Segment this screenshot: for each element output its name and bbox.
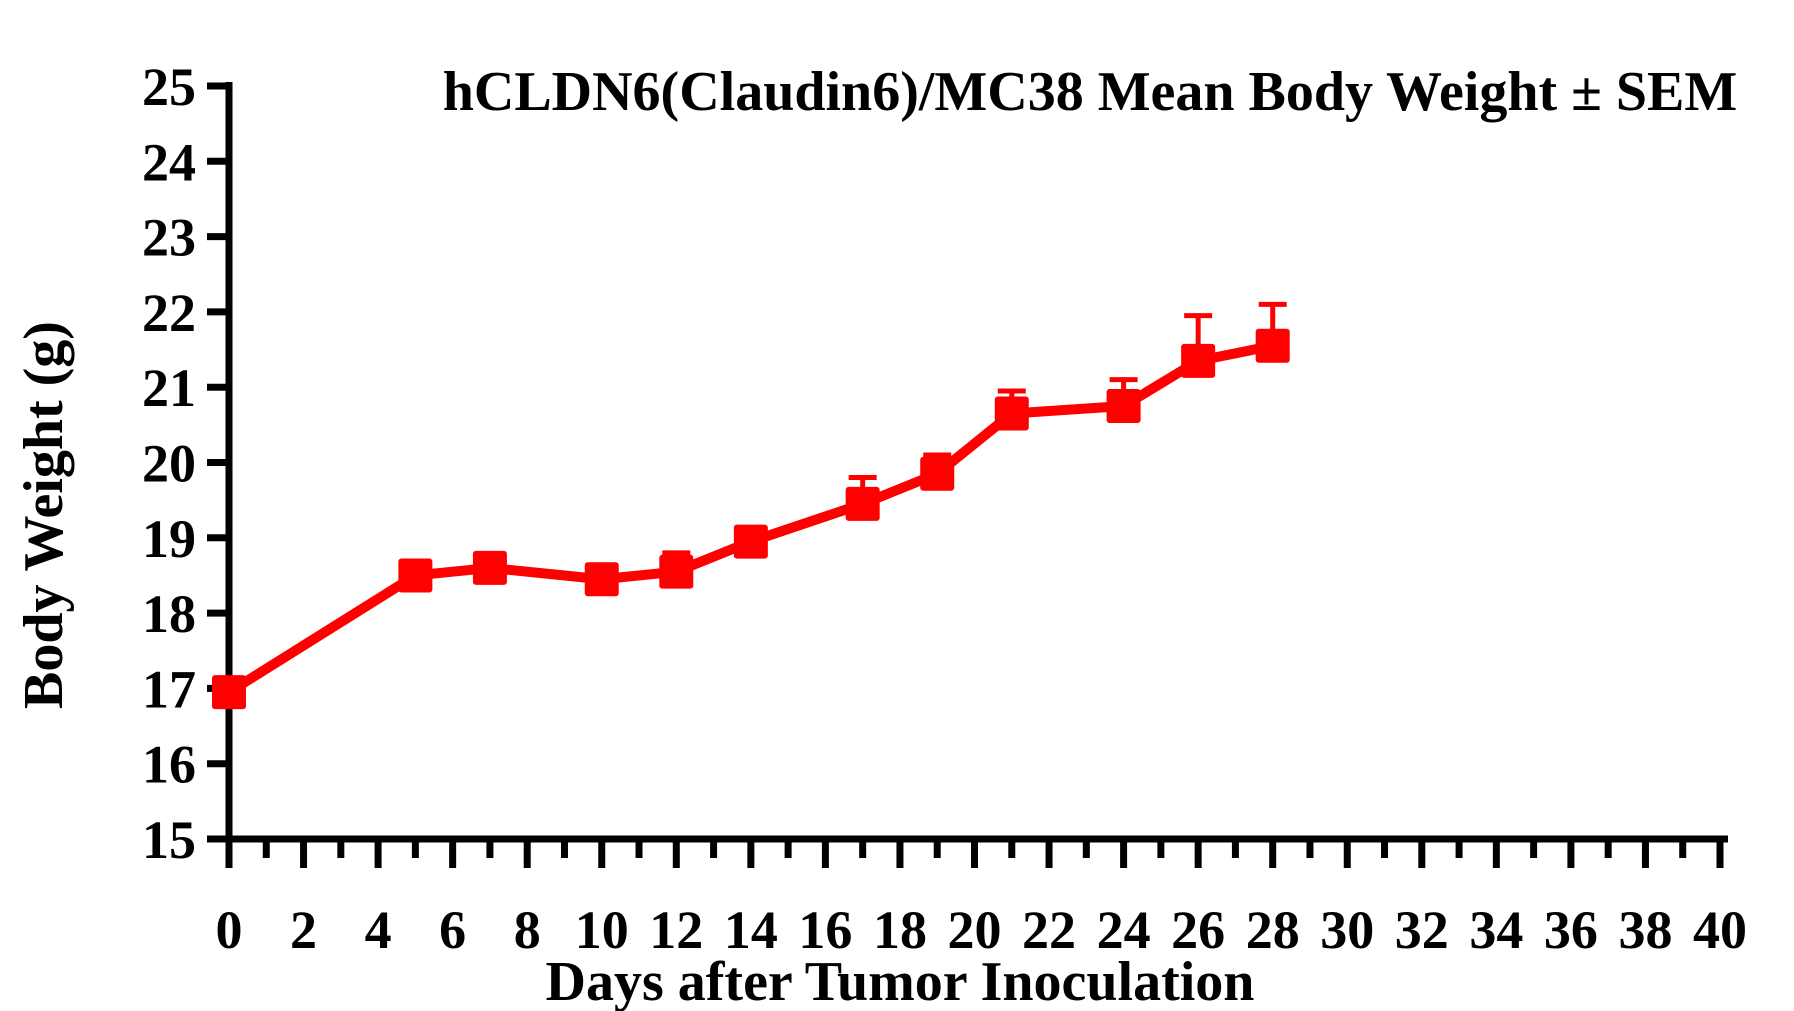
x-tick-label: 4 bbox=[365, 900, 392, 960]
y-tick-label: 18 bbox=[142, 584, 196, 644]
x-tick-label: 10 bbox=[575, 900, 629, 960]
data-point-marker bbox=[733, 524, 768, 559]
x-tick-label: 0 bbox=[216, 900, 243, 960]
x-tick-label: 32 bbox=[1395, 900, 1449, 960]
x-tick-label: 8 bbox=[514, 900, 541, 960]
y-tick-label: 23 bbox=[142, 208, 196, 268]
y-axis-title: Body Weight (g) bbox=[13, 321, 75, 709]
y-tick-label: 24 bbox=[142, 132, 196, 192]
y-tick-label: 19 bbox=[142, 509, 196, 569]
data-series-layer bbox=[212, 301, 1290, 710]
x-tick-label: 2 bbox=[290, 900, 317, 960]
data-point-marker bbox=[1181, 343, 1216, 378]
x-axis-title: Days after Tumor Inoculation bbox=[546, 951, 1255, 1011]
data-point-marker bbox=[920, 456, 955, 491]
y-tick-label: 21 bbox=[142, 358, 196, 418]
y-tick-label: 20 bbox=[142, 434, 196, 494]
x-tick-label: 36 bbox=[1544, 900, 1598, 960]
data-point-marker bbox=[398, 558, 433, 593]
x-tick-label: 20 bbox=[948, 900, 1002, 960]
x-tick-label: 22 bbox=[1022, 900, 1076, 960]
x-tick-label: 34 bbox=[1469, 900, 1523, 960]
y-tick-label: 15 bbox=[142, 810, 196, 870]
chart-title: hCLDN6(Claudin6)/MC38 Mean Body Weight ±… bbox=[443, 61, 1738, 123]
data-point-marker bbox=[659, 554, 694, 589]
data-point-marker bbox=[472, 550, 507, 585]
y-tick-label: 16 bbox=[142, 735, 196, 795]
x-tick-label: 26 bbox=[1171, 900, 1225, 960]
x-tick-label: 24 bbox=[1097, 900, 1151, 960]
data-point-marker bbox=[845, 486, 880, 521]
x-tick-label: 14 bbox=[724, 900, 778, 960]
data-point-marker bbox=[1255, 328, 1290, 363]
y-tick-label: 22 bbox=[142, 283, 196, 343]
x-tick-label: 6 bbox=[439, 900, 466, 960]
data-point-marker bbox=[212, 675, 246, 710]
y-tick-label: 25 bbox=[142, 57, 196, 117]
y-tick-label: 17 bbox=[142, 659, 196, 719]
data-point-marker bbox=[994, 396, 1029, 431]
x-tick-label: 18 bbox=[873, 900, 927, 960]
data-point-marker bbox=[1106, 389, 1141, 424]
x-tick-label: 38 bbox=[1618, 900, 1672, 960]
x-tick-label: 30 bbox=[1320, 900, 1374, 960]
axes-layer bbox=[207, 82, 1728, 868]
data-point-marker bbox=[584, 562, 619, 597]
x-tick-label: 28 bbox=[1246, 900, 1300, 960]
x-tick-label: 16 bbox=[798, 900, 852, 960]
x-tick-label: 12 bbox=[649, 900, 703, 960]
x-tick-label: 40 bbox=[1693, 900, 1747, 960]
